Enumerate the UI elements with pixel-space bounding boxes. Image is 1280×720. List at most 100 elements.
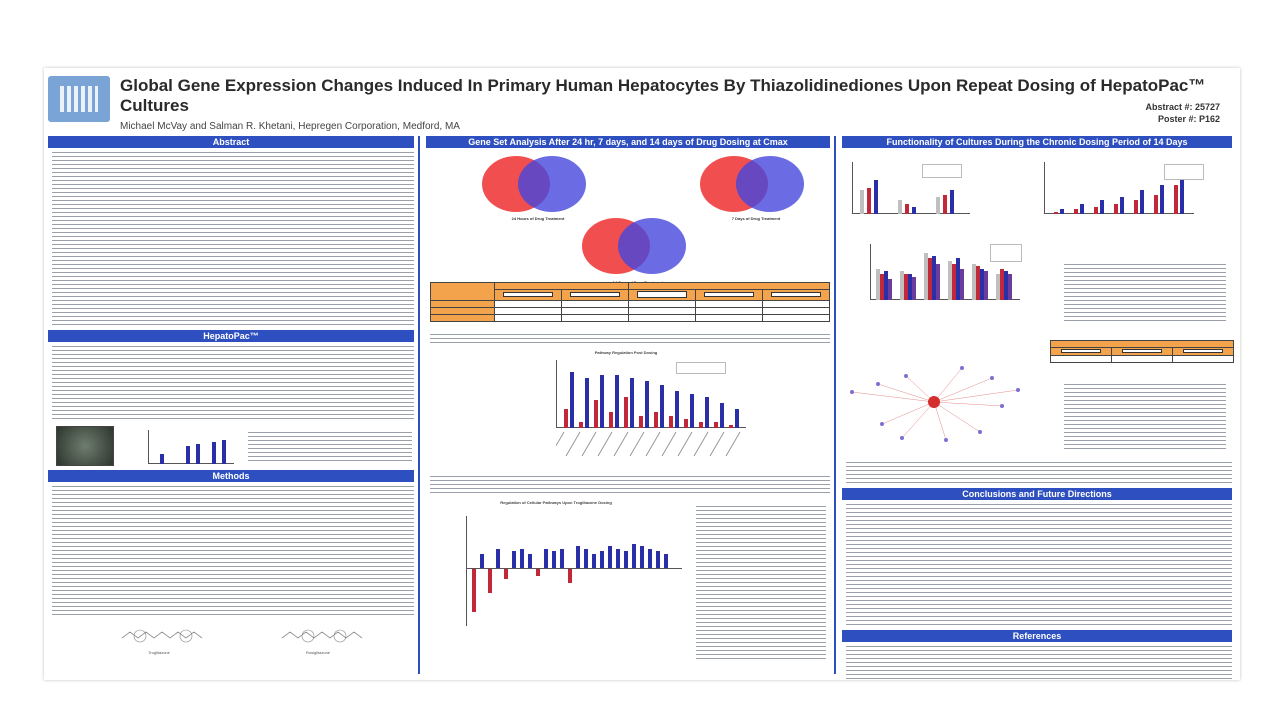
pathway-chart-bar <box>564 409 568 428</box>
neg-chart-bar <box>568 569 572 583</box>
albumin-legend <box>922 164 962 178</box>
neg-chart-caption <box>692 502 830 662</box>
middle-column: Gene Set Analysis After 24 hr, 7 days, a… <box>426 136 836 674</box>
pathway-chart-bar <box>729 425 733 428</box>
pathway-chart-bar <box>720 403 724 428</box>
methods-heading: Methods <box>48 470 414 482</box>
pathway-chart-bar <box>570 372 574 428</box>
negative-regulation-area: Regulation of Cellular Pathways Upon Tro… <box>426 496 834 668</box>
cyp-chart-bar <box>996 274 1000 300</box>
cyp-chart-bar <box>956 258 960 300</box>
cyp-chart-bar <box>960 269 964 300</box>
pathway-chart-title: Pathway Regulation Post Dosing <box>594 350 658 355</box>
urea-chart-bar <box>1100 200 1104 214</box>
cyp-chart-bar <box>924 253 928 300</box>
neg-chart-bar <box>632 544 636 568</box>
pathway-chart-bar <box>585 378 589 428</box>
pathway-chart-bar <box>735 409 739 428</box>
cyp-chart-bar <box>948 261 952 300</box>
network-area <box>842 332 1236 458</box>
cyp-chart-bar <box>928 258 932 300</box>
albumin-chart-bar <box>898 200 902 214</box>
left-column: Abstract HepatoPac™ Methods <box>48 136 420 674</box>
poster-title: Global Gene Expression Changes Induced I… <box>120 76 1206 115</box>
urea-chart-bar <box>1080 204 1084 214</box>
albumin-chart <box>852 162 970 214</box>
albumin-chart-bar <box>867 188 871 214</box>
cyp-chart-bar <box>900 271 904 300</box>
pathway-chart-bar <box>630 378 634 428</box>
pathway-chart-legend <box>676 362 726 374</box>
urea-chart-bar <box>1134 200 1138 214</box>
pathway-regulation-negative-chart <box>466 516 682 626</box>
abstract-text-block <box>48 148 418 330</box>
venn-2-rosi-circle <box>736 156 804 212</box>
neg-chart-bar <box>536 569 540 576</box>
neg-chart-bar <box>576 546 580 568</box>
pathway-chart-bar <box>669 416 673 428</box>
cyp-chart-bar <box>904 274 908 300</box>
neg-chart-bar <box>520 549 524 568</box>
neg-chart-bar <box>504 569 508 579</box>
functionality-caption <box>1060 260 1230 326</box>
cyp-chart-bar <box>976 266 980 300</box>
pathway-chart-bar <box>699 422 703 428</box>
pathway-chart-bar <box>714 422 718 428</box>
functionality-heading: Functionality of Cultures During the Chr… <box>842 136 1232 148</box>
albumin-chart-bar <box>936 197 940 214</box>
neg-chart-bar <box>656 551 660 568</box>
hepregen-logo <box>48 76 110 122</box>
abstract-heading: Abstract <box>48 136 414 148</box>
urea-chart <box>1044 162 1194 214</box>
references-list <box>842 642 1236 682</box>
troglitazone-structure <box>121 629 203 643</box>
neg-chart-bar <box>600 551 604 568</box>
troglitazone-label: Troglitazone <box>148 650 170 655</box>
gene-network-diagram <box>850 366 1020 442</box>
albumin-chart-bar <box>943 195 947 214</box>
hepatopac-figures <box>48 424 418 470</box>
neg-chart-bar <box>592 554 596 568</box>
neg-chart-bar <box>640 546 644 568</box>
venn-3-rosi-circle <box>618 218 686 274</box>
poster: Global Gene Expression Changes Induced I… <box>44 68 1240 680</box>
neg-chart-bar <box>664 554 668 568</box>
cyp-chart-bar <box>888 279 892 300</box>
poster-authors: Michael McVay and Salman R. Khetani, Hep… <box>120 121 460 132</box>
cyp-chart-bar <box>912 277 916 300</box>
abstract-number: Abstract #: 25727 <box>1145 102 1220 112</box>
neg-chart-bar <box>584 549 588 568</box>
neg-chart-bar <box>472 569 476 612</box>
network-caption <box>1060 380 1230 454</box>
urea-chart-bar <box>1060 209 1064 214</box>
cyp-chart-bar <box>984 271 988 300</box>
albumin-chart-bar <box>860 190 864 214</box>
albumin-chart-bar <box>950 190 954 214</box>
pathway-chart-bar <box>705 397 709 428</box>
albumin-chart-bar <box>905 204 909 214</box>
references-heading: References <box>842 630 1232 642</box>
pathway-regulation-chart <box>556 360 746 428</box>
cyp-chart-bar <box>972 264 976 300</box>
hepatopac-text-block <box>48 342 418 424</box>
cyp-chart-bar <box>876 269 880 300</box>
neg-chart-bar <box>488 569 492 593</box>
pathway-chart-bar <box>615 375 619 428</box>
abstract-poster-numbers: Abstract #: 25727 Poster #: P162 <box>1145 101 1220 125</box>
neg-chart-bar <box>616 549 620 568</box>
pathway-regulation-chart-area: Pathway Regulation Post Dosing <box>426 346 834 476</box>
pathway-chart-bar <box>645 381 649 428</box>
table-caption <box>430 334 830 346</box>
cyp-chart-bar <box>908 274 912 300</box>
neg-chart-bar <box>528 554 532 568</box>
rosiglitazone-label: Rosiglitazone <box>306 650 331 655</box>
hepatopac-mini-chart <box>148 430 234 464</box>
neg-chart-title: Regulation of Cellular Pathways Upon Tro… <box>500 500 612 505</box>
venn-1-caption: 24 Hours of Drug Treatment <box>511 216 565 221</box>
pathway-chart-bar <box>594 400 598 428</box>
neg-chart-bar <box>544 549 548 568</box>
pathway-x-labels <box>556 431 741 457</box>
urea-chart-bar <box>1154 195 1158 214</box>
venn-1-rosi-circle <box>518 156 586 212</box>
urea-chart-bar <box>1054 212 1058 214</box>
